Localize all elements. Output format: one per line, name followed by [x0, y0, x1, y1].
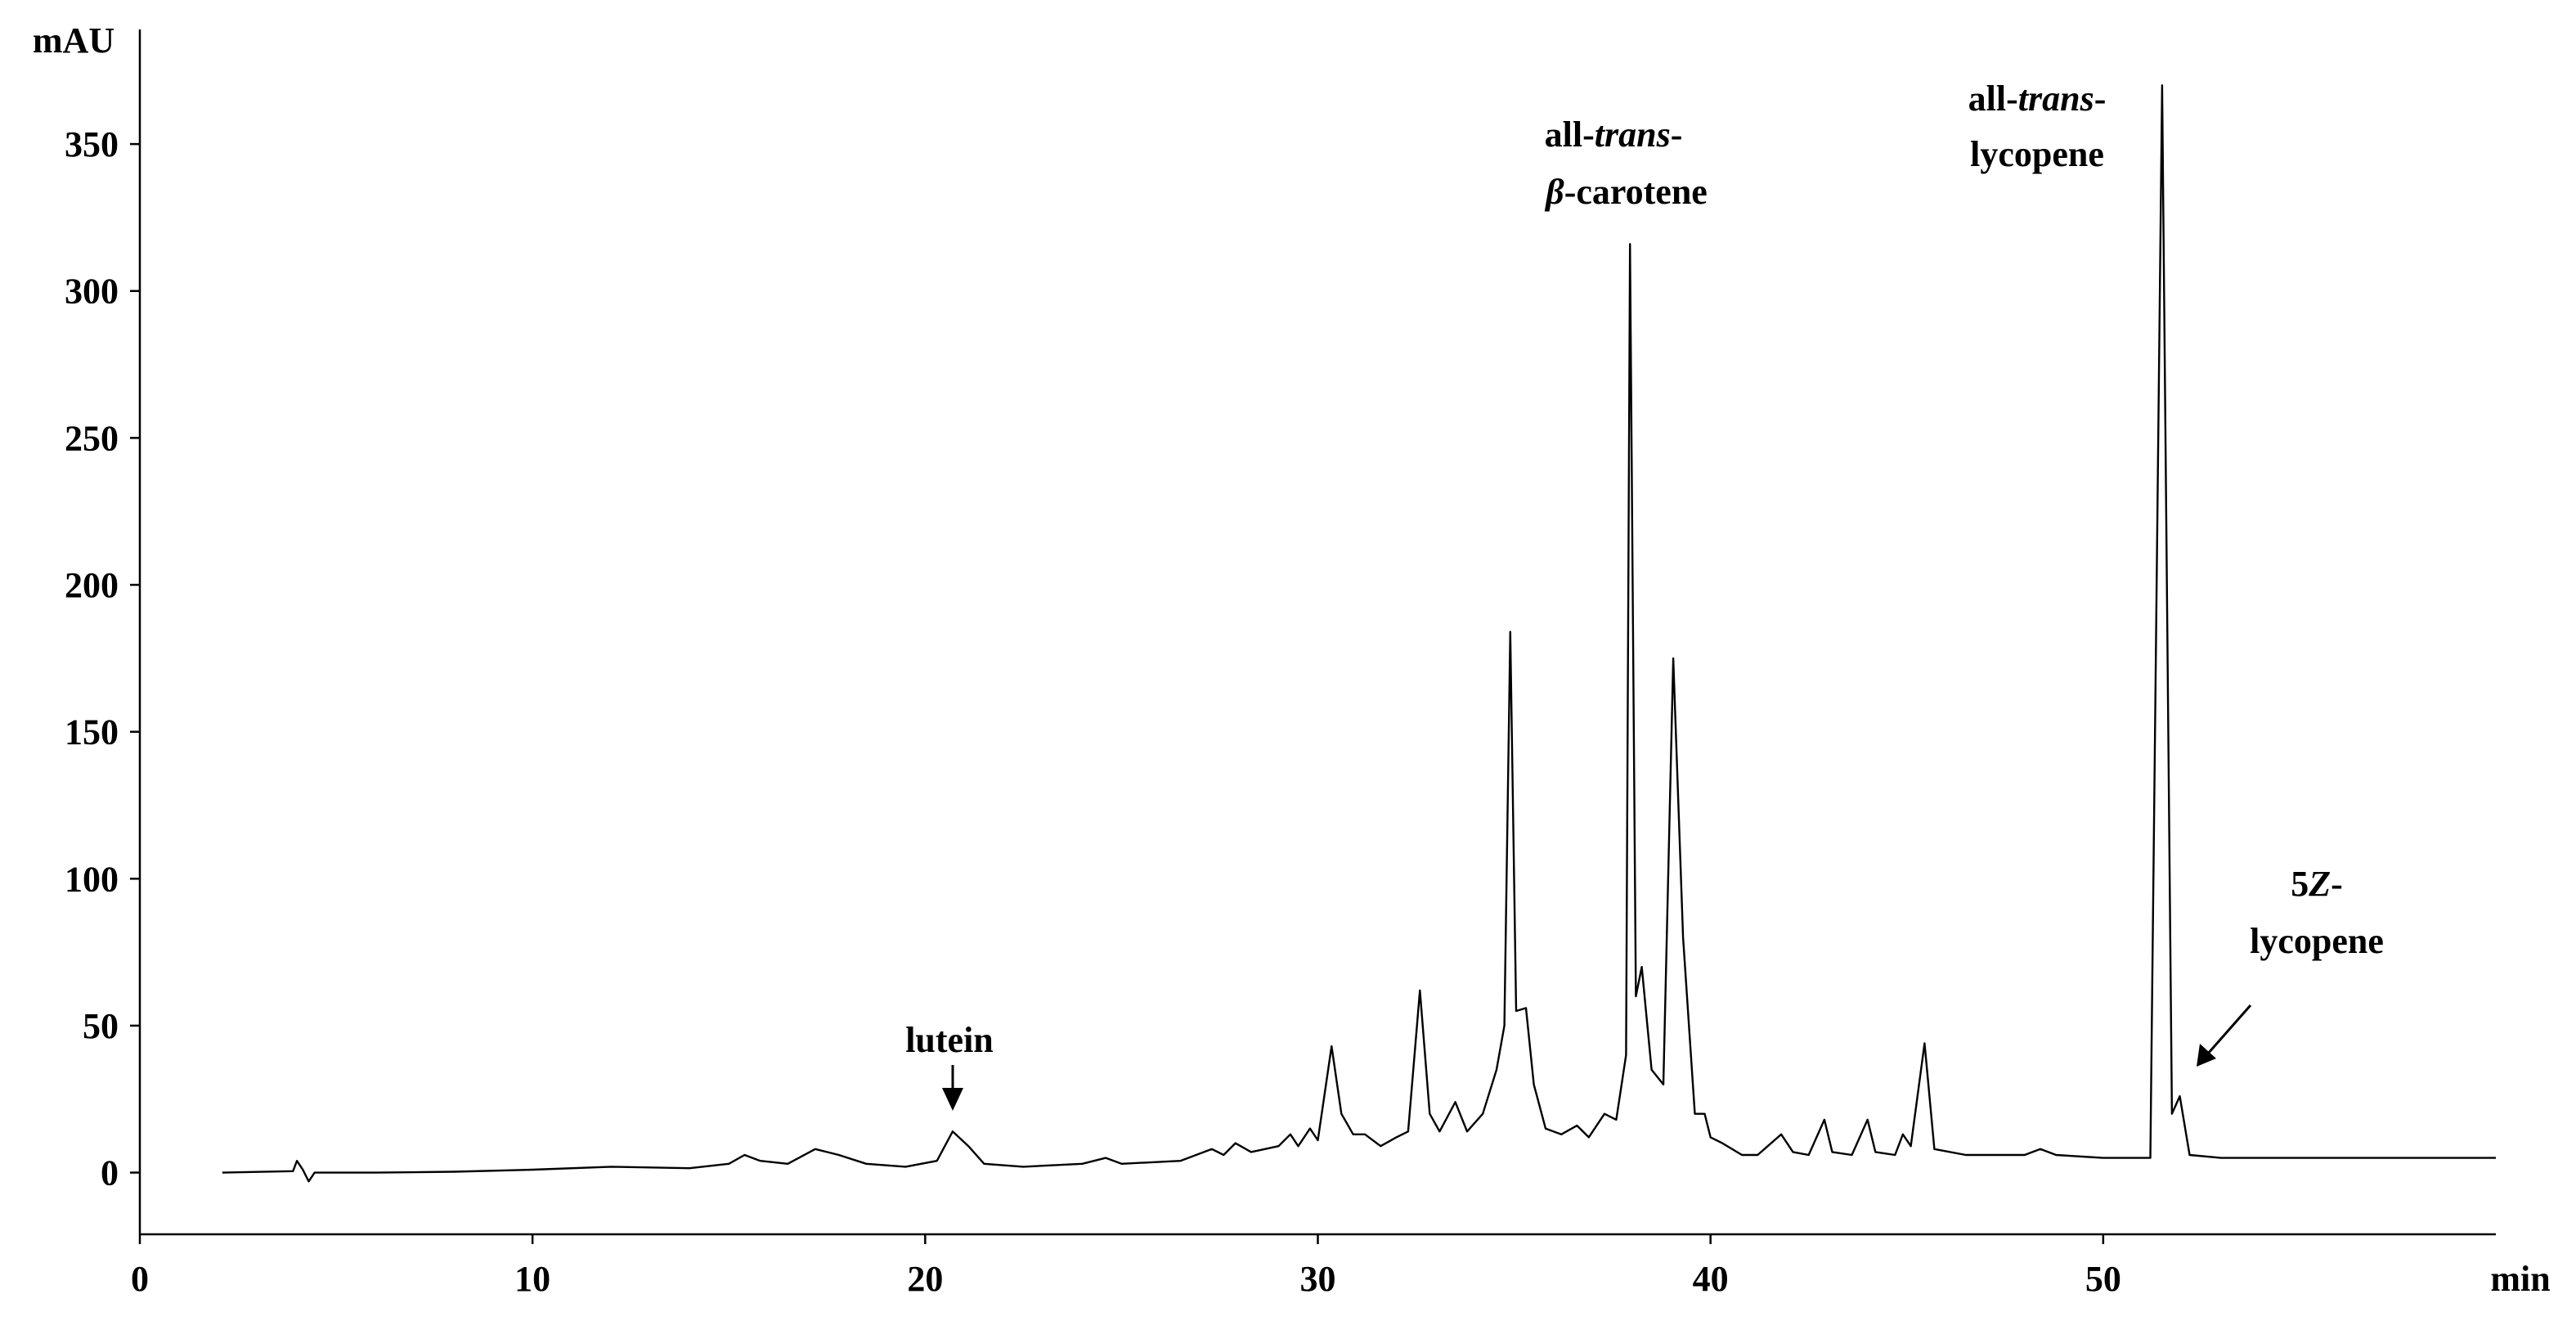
x-axis-label: min	[2490, 1259, 2550, 1299]
annotation-text: lycopene	[2250, 921, 2384, 961]
y-tick-label: 150	[65, 712, 119, 753]
x-tick-label: 0	[131, 1259, 149, 1299]
annotation-text: Z	[2308, 864, 2331, 904]
annotation-text: trans	[1595, 115, 1671, 155]
x-tick-label: 30	[1300, 1259, 1336, 1299]
y-tick-label: 200	[65, 565, 119, 605]
annotation-text: -carotene	[1564, 172, 1708, 212]
annotation-text: lycopene	[1970, 134, 2104, 174]
y-tick-label: 350	[65, 124, 119, 164]
arrow-head	[2197, 1044, 2216, 1067]
annotation-text: 5	[2291, 864, 2309, 904]
annotation-text: lutein	[905, 1020, 994, 1060]
annotation-label: all-trans-	[1545, 115, 1683, 155]
x-tick-label: 10	[514, 1259, 550, 1299]
x-tick-label: 20	[907, 1259, 943, 1299]
y-tick-label: 300	[65, 272, 119, 312]
arrow	[2206, 1004, 2252, 1054]
annotation-text: -	[2331, 864, 2343, 904]
annotation-label: β-carotene	[1544, 172, 1708, 212]
annotation-text: β	[1544, 172, 1564, 212]
annotation-label: lycopene	[2250, 921, 2384, 961]
annotation-label: all-trans-	[1968, 79, 2107, 119]
annotation-text: -	[2094, 79, 2107, 119]
annotation-text: all-	[1968, 79, 2018, 119]
annotation-text: all-	[1545, 115, 1595, 155]
y-tick-label: 250	[65, 418, 119, 458]
annotation-text: -	[1671, 115, 1683, 155]
y-tick-label: 0	[101, 1153, 119, 1193]
chromatogram-line	[222, 84, 2496, 1183]
x-tick-label: 40	[1693, 1259, 1729, 1299]
y-axis-label: mAU	[33, 20, 114, 61]
annotation-label: 5Z-	[2291, 864, 2343, 904]
annotation-label: lutein	[905, 1020, 994, 1060]
y-tick-label: 50	[83, 1006, 119, 1046]
x-tick-label: 50	[2085, 1259, 2121, 1299]
annotation-text: trans	[2018, 79, 2094, 119]
y-tick-label: 100	[65, 859, 119, 899]
arrow-head	[942, 1088, 963, 1111]
annotation-label: lycopene	[1970, 134, 2104, 174]
